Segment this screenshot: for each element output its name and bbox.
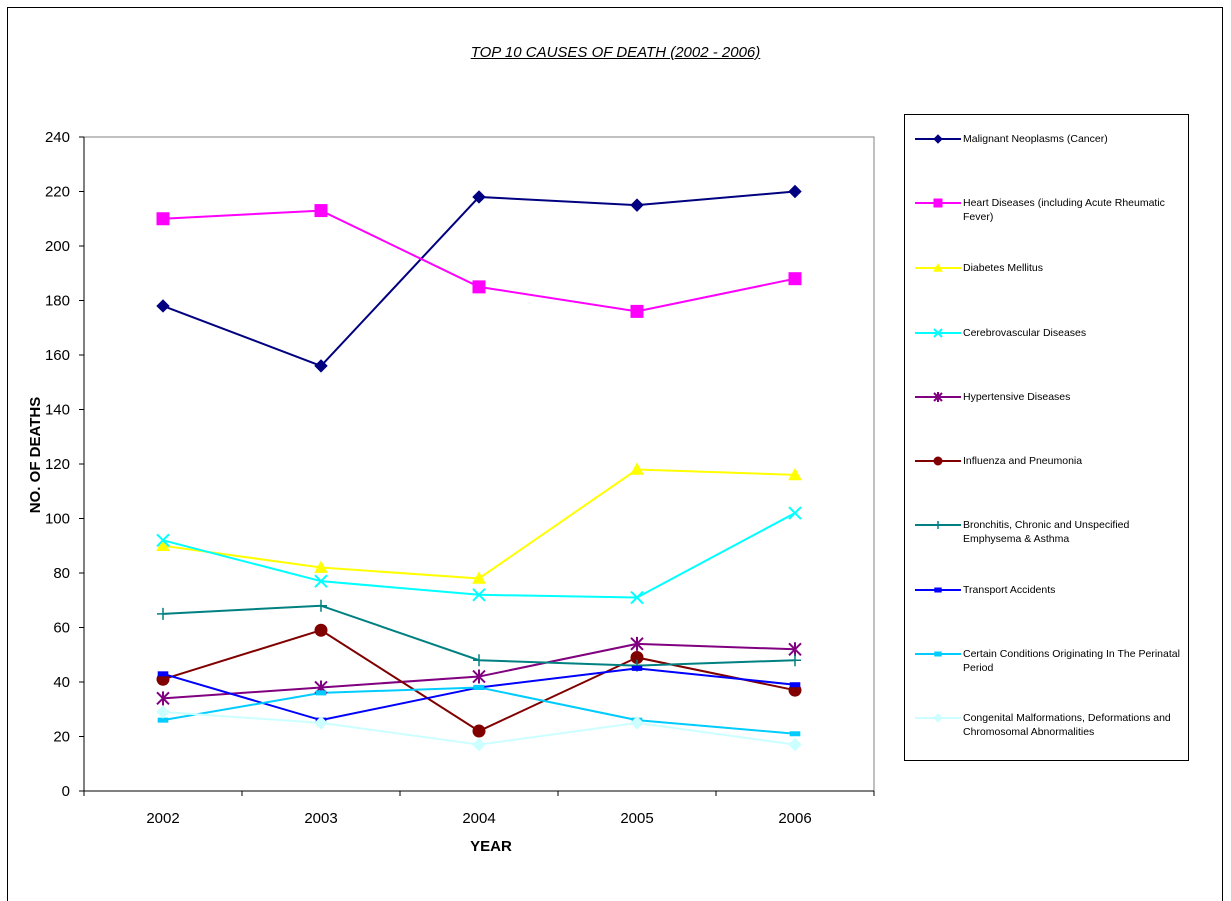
legend-swatch [915, 392, 961, 402]
legend-label: Influenza and Pneumonia [963, 455, 1083, 467]
legend-swatch [915, 587, 961, 593]
legend-swatch [915, 651, 961, 657]
data-point [314, 204, 328, 218]
axes: 0 20 40 60 80 100 120 140 160 180 200 220 240 2002 200… [45, 129, 875, 827]
data-point [788, 184, 802, 199]
data-point [472, 737, 486, 752]
legend-swatch [915, 198, 961, 208]
y-axis-title: NO. OF DEATHS [27, 397, 44, 513]
chart-title: TOP 10 CAUSES OF DEATH (2002 - 2006) [470, 44, 761, 61]
legend-label: Malignant Neoplasms (Cancer) [963, 133, 1108, 145]
data-point [630, 590, 644, 605]
data-point [473, 654, 485, 667]
y-tick-label: 200 [45, 238, 70, 255]
data-point [788, 467, 802, 481]
legend-swatch [915, 262, 961, 272]
legend-swatch [915, 521, 961, 529]
legend-label: Hypertensive Diseases [963, 391, 1071, 403]
data-point [314, 716, 328, 730]
data-point [472, 724, 486, 738]
data-point [156, 533, 170, 548]
data-point [156, 538, 170, 552]
y-tick-label: 240 [45, 129, 70, 146]
data-point [472, 571, 486, 584]
y-tick-label: 120 [45, 456, 70, 473]
data-point [630, 462, 644, 475]
data-point [156, 691, 170, 706]
legend-label: Congenital Malformations, Deformations a… [963, 712, 1171, 738]
x-tick-label: 2005 [620, 810, 653, 827]
data-point [314, 560, 328, 573]
data-point [314, 359, 328, 373]
data-point [314, 623, 328, 637]
data-point [472, 669, 486, 684]
data-point [789, 731, 801, 737]
data-point [788, 506, 802, 520]
legend-label: Bronchitis, Chronic and Unspecified Emph… [963, 519, 1130, 545]
data-point [789, 682, 801, 688]
data-point [630, 716, 644, 730]
data-point [472, 588, 486, 602]
plot-area [83, 136, 875, 792]
x-axis-title: YEAR [470, 838, 512, 855]
data-point [472, 280, 486, 294]
data-point [630, 198, 644, 212]
data-point [630, 636, 644, 651]
legend-label: Heart Diseases (including Acute Rheumati… [963, 197, 1165, 223]
y-tick-label: 160 [45, 347, 70, 364]
data-point [156, 299, 170, 313]
y-tick-label: 20 [53, 729, 70, 746]
data-point [156, 705, 170, 719]
data-point [788, 642, 802, 657]
legend-swatch [915, 328, 961, 338]
legend-label: Cerebrovascular Diseases [963, 327, 1087, 339]
data-point [788, 737, 802, 752]
data-point [789, 654, 801, 667]
data-point [630, 304, 644, 318]
data-point [157, 607, 169, 620]
x-tick-label: 2003 [304, 810, 337, 827]
data-point [788, 272, 802, 286]
y-tick-label: 100 [45, 511, 70, 528]
legend-swatch [915, 713, 961, 723]
data-point [157, 717, 169, 723]
series-markers [156, 184, 802, 752]
y-tick-label: 220 [45, 184, 70, 201]
data-point [156, 212, 170, 226]
y-tick-label: 40 [53, 674, 70, 691]
y-tick-label: 0 [62, 783, 70, 800]
legend-swatch [915, 456, 961, 466]
legend: Malignant Neoplasms (Cancer) Heart Diseas… [904, 114, 1189, 761]
x-tick-label: 2006 [778, 810, 811, 827]
legend-swatch [915, 134, 961, 144]
data-point [157, 671, 169, 677]
y-tick-label: 80 [53, 565, 70, 582]
legend-label: Certain Conditions Originating In The Pe… [963, 648, 1180, 674]
data-point [473, 684, 485, 690]
y-tick-label: 60 [53, 620, 70, 637]
data-point [631, 665, 643, 671]
legend-label: Transport Accidents [963, 584, 1056, 596]
data-point [315, 690, 327, 696]
y-tick-label: 140 [45, 402, 70, 419]
x-tick-label: 2002 [146, 810, 179, 827]
x-tick-label: 2004 [462, 810, 495, 827]
legend-label: Diabetes Mellitus [963, 262, 1043, 274]
data-point [315, 599, 327, 612]
data-point [314, 574, 328, 588]
data-point [472, 190, 486, 204]
y-tick-label: 180 [45, 293, 70, 310]
